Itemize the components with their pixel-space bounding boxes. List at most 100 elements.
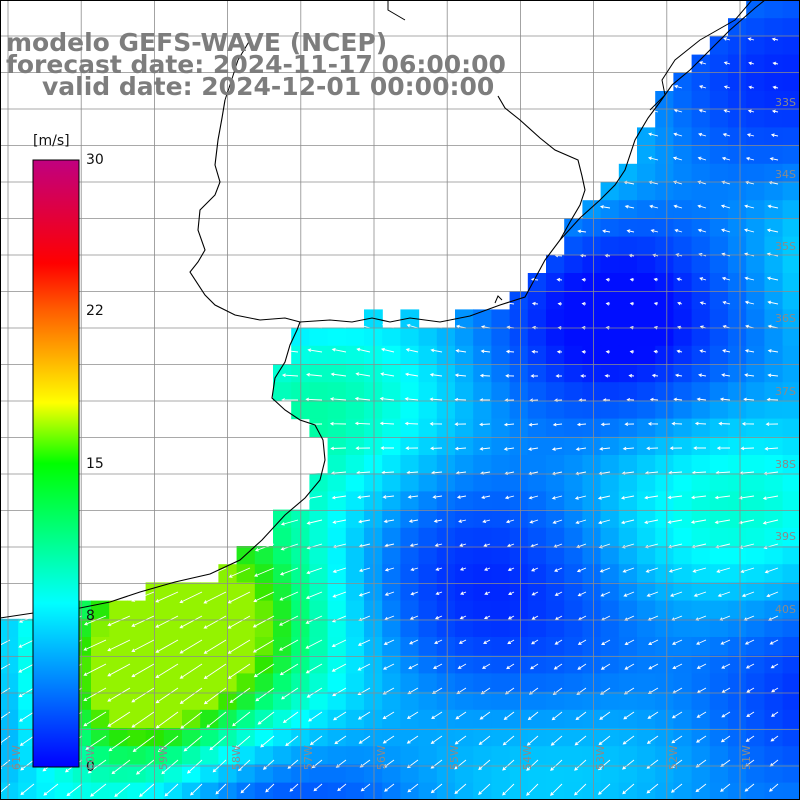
wind-cell bbox=[546, 327, 565, 347]
wind-cell bbox=[473, 400, 492, 420]
wind-cell bbox=[418, 709, 438, 729]
wind-cell bbox=[382, 709, 401, 729]
wind-cell bbox=[691, 473, 711, 492]
wind-arrow bbox=[623, 711, 635, 720]
wind-cell bbox=[382, 418, 401, 438]
wind-cell bbox=[509, 546, 529, 565]
wind-cell bbox=[546, 418, 565, 438]
wind-cell bbox=[182, 691, 201, 711]
wind-cell bbox=[309, 527, 329, 547]
wind-arrow bbox=[676, 277, 683, 282]
wind-arrow bbox=[599, 205, 611, 209]
wind-arrow bbox=[409, 543, 419, 547]
wind-cell bbox=[746, 764, 765, 784]
wind-arrow bbox=[155, 687, 179, 704]
wind-cell bbox=[582, 618, 602, 638]
wind-arrow bbox=[624, 204, 635, 209]
wind-cell bbox=[546, 655, 565, 674]
interior-boundary bbox=[224, 0, 503, 304]
wind-arrow bbox=[692, 567, 707, 573]
wind-cell bbox=[709, 582, 729, 602]
wind-arrow bbox=[574, 495, 587, 500]
wind-cell bbox=[455, 491, 474, 511]
wind-cell bbox=[18, 728, 37, 747]
wind-cell bbox=[618, 182, 638, 201]
lat-label-38s: 38S bbox=[775, 458, 796, 471]
wind-arrow bbox=[330, 372, 347, 377]
wind-cell bbox=[709, 382, 729, 401]
wind-cell bbox=[254, 728, 274, 747]
wind-arrow bbox=[483, 615, 491, 620]
wind-arrow bbox=[574, 735, 587, 746]
wind-arrow bbox=[646, 783, 659, 794]
wind-cell bbox=[600, 400, 620, 420]
wind-cell bbox=[655, 782, 674, 800]
wind-cell bbox=[273, 691, 292, 711]
wind-arrow bbox=[432, 495, 443, 499]
wind-cell bbox=[455, 637, 474, 656]
wind-cell bbox=[455, 364, 474, 383]
wind-cell bbox=[309, 582, 329, 602]
wind-arrow bbox=[379, 396, 395, 401]
wind-cell bbox=[709, 691, 729, 711]
wind-arrow bbox=[332, 591, 347, 598]
wind-cell bbox=[746, 418, 765, 438]
wind-cell bbox=[182, 764, 201, 784]
wind-cell bbox=[673, 673, 693, 693]
wind-arrow bbox=[285, 735, 299, 747]
wind-cell bbox=[382, 364, 401, 383]
wind-cell bbox=[163, 728, 183, 747]
wind-arrow bbox=[179, 687, 203, 704]
wind-cell bbox=[600, 746, 620, 765]
wind-cell bbox=[728, 382, 747, 401]
wind-arrow bbox=[330, 446, 347, 451]
wind-arrow bbox=[770, 133, 779, 137]
wind-cell bbox=[327, 345, 347, 365]
wind-cell bbox=[600, 564, 620, 583]
wind-cell bbox=[455, 709, 474, 729]
wind-arrow bbox=[577, 591, 587, 597]
wind-arrow bbox=[483, 639, 491, 644]
wind-cell bbox=[618, 764, 638, 784]
wind-arrow bbox=[764, 446, 779, 451]
wind-arrow bbox=[746, 711, 755, 718]
wind-cell bbox=[455, 600, 474, 620]
wind-cell bbox=[546, 473, 565, 492]
wind-cell bbox=[691, 145, 711, 165]
wind-cell bbox=[382, 509, 401, 529]
wind-cell bbox=[382, 436, 401, 456]
wind-arrow bbox=[551, 711, 563, 721]
wind-arrow bbox=[676, 349, 683, 354]
wind-cell bbox=[436, 400, 456, 420]
wind-cell bbox=[200, 691, 219, 711]
wind-cell bbox=[673, 145, 693, 165]
wind-cell bbox=[473, 455, 492, 474]
wind-cell bbox=[564, 600, 583, 620]
wind-arrow bbox=[605, 350, 611, 354]
wind-arrow bbox=[600, 663, 611, 670]
wind-arrow bbox=[622, 735, 635, 745]
wind-cell bbox=[764, 200, 784, 219]
wind-cell bbox=[764, 72, 784, 92]
wind-arrow bbox=[406, 735, 419, 744]
wind-arrow bbox=[765, 422, 779, 426]
wind-cell bbox=[564, 436, 583, 456]
wind-cell bbox=[200, 728, 219, 747]
wind-cell bbox=[436, 473, 456, 492]
wind-arrow bbox=[605, 277, 611, 282]
wind-arrow bbox=[190, 783, 203, 796]
wind-cell bbox=[418, 655, 438, 674]
wind-cell bbox=[673, 618, 693, 638]
wind-arrow bbox=[747, 37, 755, 41]
wind-arrow bbox=[721, 663, 731, 669]
wind-arrow bbox=[279, 567, 299, 576]
wind-cell bbox=[364, 564, 383, 583]
wind-arrow bbox=[306, 495, 323, 501]
wind-cell bbox=[582, 309, 602, 329]
wind-cell bbox=[618, 364, 638, 383]
wind-cell bbox=[509, 382, 529, 401]
wind-cell bbox=[364, 709, 383, 729]
wind-cell bbox=[400, 309, 420, 329]
wind-cell bbox=[691, 455, 711, 474]
